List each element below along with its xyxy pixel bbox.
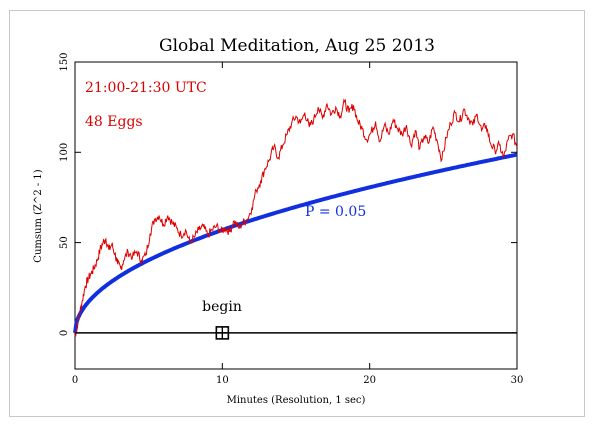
- cumsum-line: [74, 98, 518, 337]
- y-tick-label: 100: [59, 143, 70, 162]
- time-range-annotation: 21:00-21:30 UTC: [85, 80, 207, 96]
- begin-marker: [215, 326, 230, 340]
- y-tick-label: 50: [59, 236, 70, 249]
- y-tick-label: 0: [59, 330, 70, 336]
- y-axis-label: Cumsum (Z^2 - 1): [33, 169, 44, 262]
- y-tick-label: 150: [59, 52, 70, 71]
- x-tick-label: 30: [511, 375, 524, 386]
- plot-frame: [9, 10, 585, 417]
- x-axis-label: Minutes (Resolution, 1 sec): [227, 395, 366, 406]
- plot-area: [74, 61, 518, 370]
- x-tick-label: 0: [72, 375, 78, 386]
- p-value-label: P = 0.05: [305, 204, 366, 220]
- p-envelope-line: [73, 152, 518, 334]
- begin-label: begin: [202, 299, 242, 315]
- chart-title: Global Meditation, Aug 25 2013: [159, 36, 435, 56]
- eggs-annotation: 48 Eggs: [85, 114, 143, 130]
- x-tick-label: 20: [363, 375, 376, 386]
- x-tick-label: 10: [216, 375, 229, 386]
